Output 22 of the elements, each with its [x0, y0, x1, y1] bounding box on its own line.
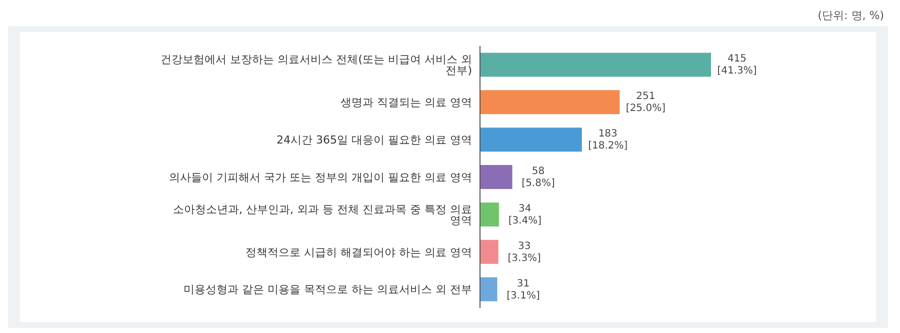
bar	[480, 165, 512, 190]
y-tick-label: 건강보험에서 보장하는 의료서비스 전체(또는 비급여 서비스 외 전부)	[160, 53, 472, 78]
y-tick-label: 의사들이 기피해서 국가 또는 정부의 개입이 필요한 의료 영역	[169, 170, 472, 184]
bar	[480, 240, 498, 264]
data-label: 33 [3.3%]	[508, 240, 542, 264]
bar	[480, 90, 620, 114]
text: (단위: 명, %)	[818, 9, 884, 22]
data-label: 58 [5.8%]	[522, 166, 555, 189]
y-tick-label: 24시간 365일 대응이 필요한 의료 영역	[276, 133, 472, 146]
data-label: 34 [3.4%]	[508, 203, 542, 226]
bar	[480, 128, 582, 152]
y-tick-label: 미용성형과 같은 미용을 목적으로 하는 의료서비스 외 전부	[184, 283, 472, 296]
y-tick-label: 정책적으로 시급히 해결되어야 하는 의료 영역	[246, 246, 472, 259]
bar	[480, 277, 498, 302]
data-label: 183 [18.2%]	[588, 128, 628, 152]
bar	[480, 52, 711, 77]
y-tick-label: 소아청소년과, 산부인과, 외과 등 전체 진료과목 중 특정 의료 영역	[173, 202, 472, 227]
data-label: 251 [25.0%]	[626, 90, 666, 114]
data-label: 415 [41.3%]	[717, 53, 757, 76]
data-label: 31 [3.1%]	[506, 278, 540, 302]
y-tick-label: 생명과 직결되는 의료 영역	[340, 96, 472, 110]
bar	[480, 202, 499, 226]
